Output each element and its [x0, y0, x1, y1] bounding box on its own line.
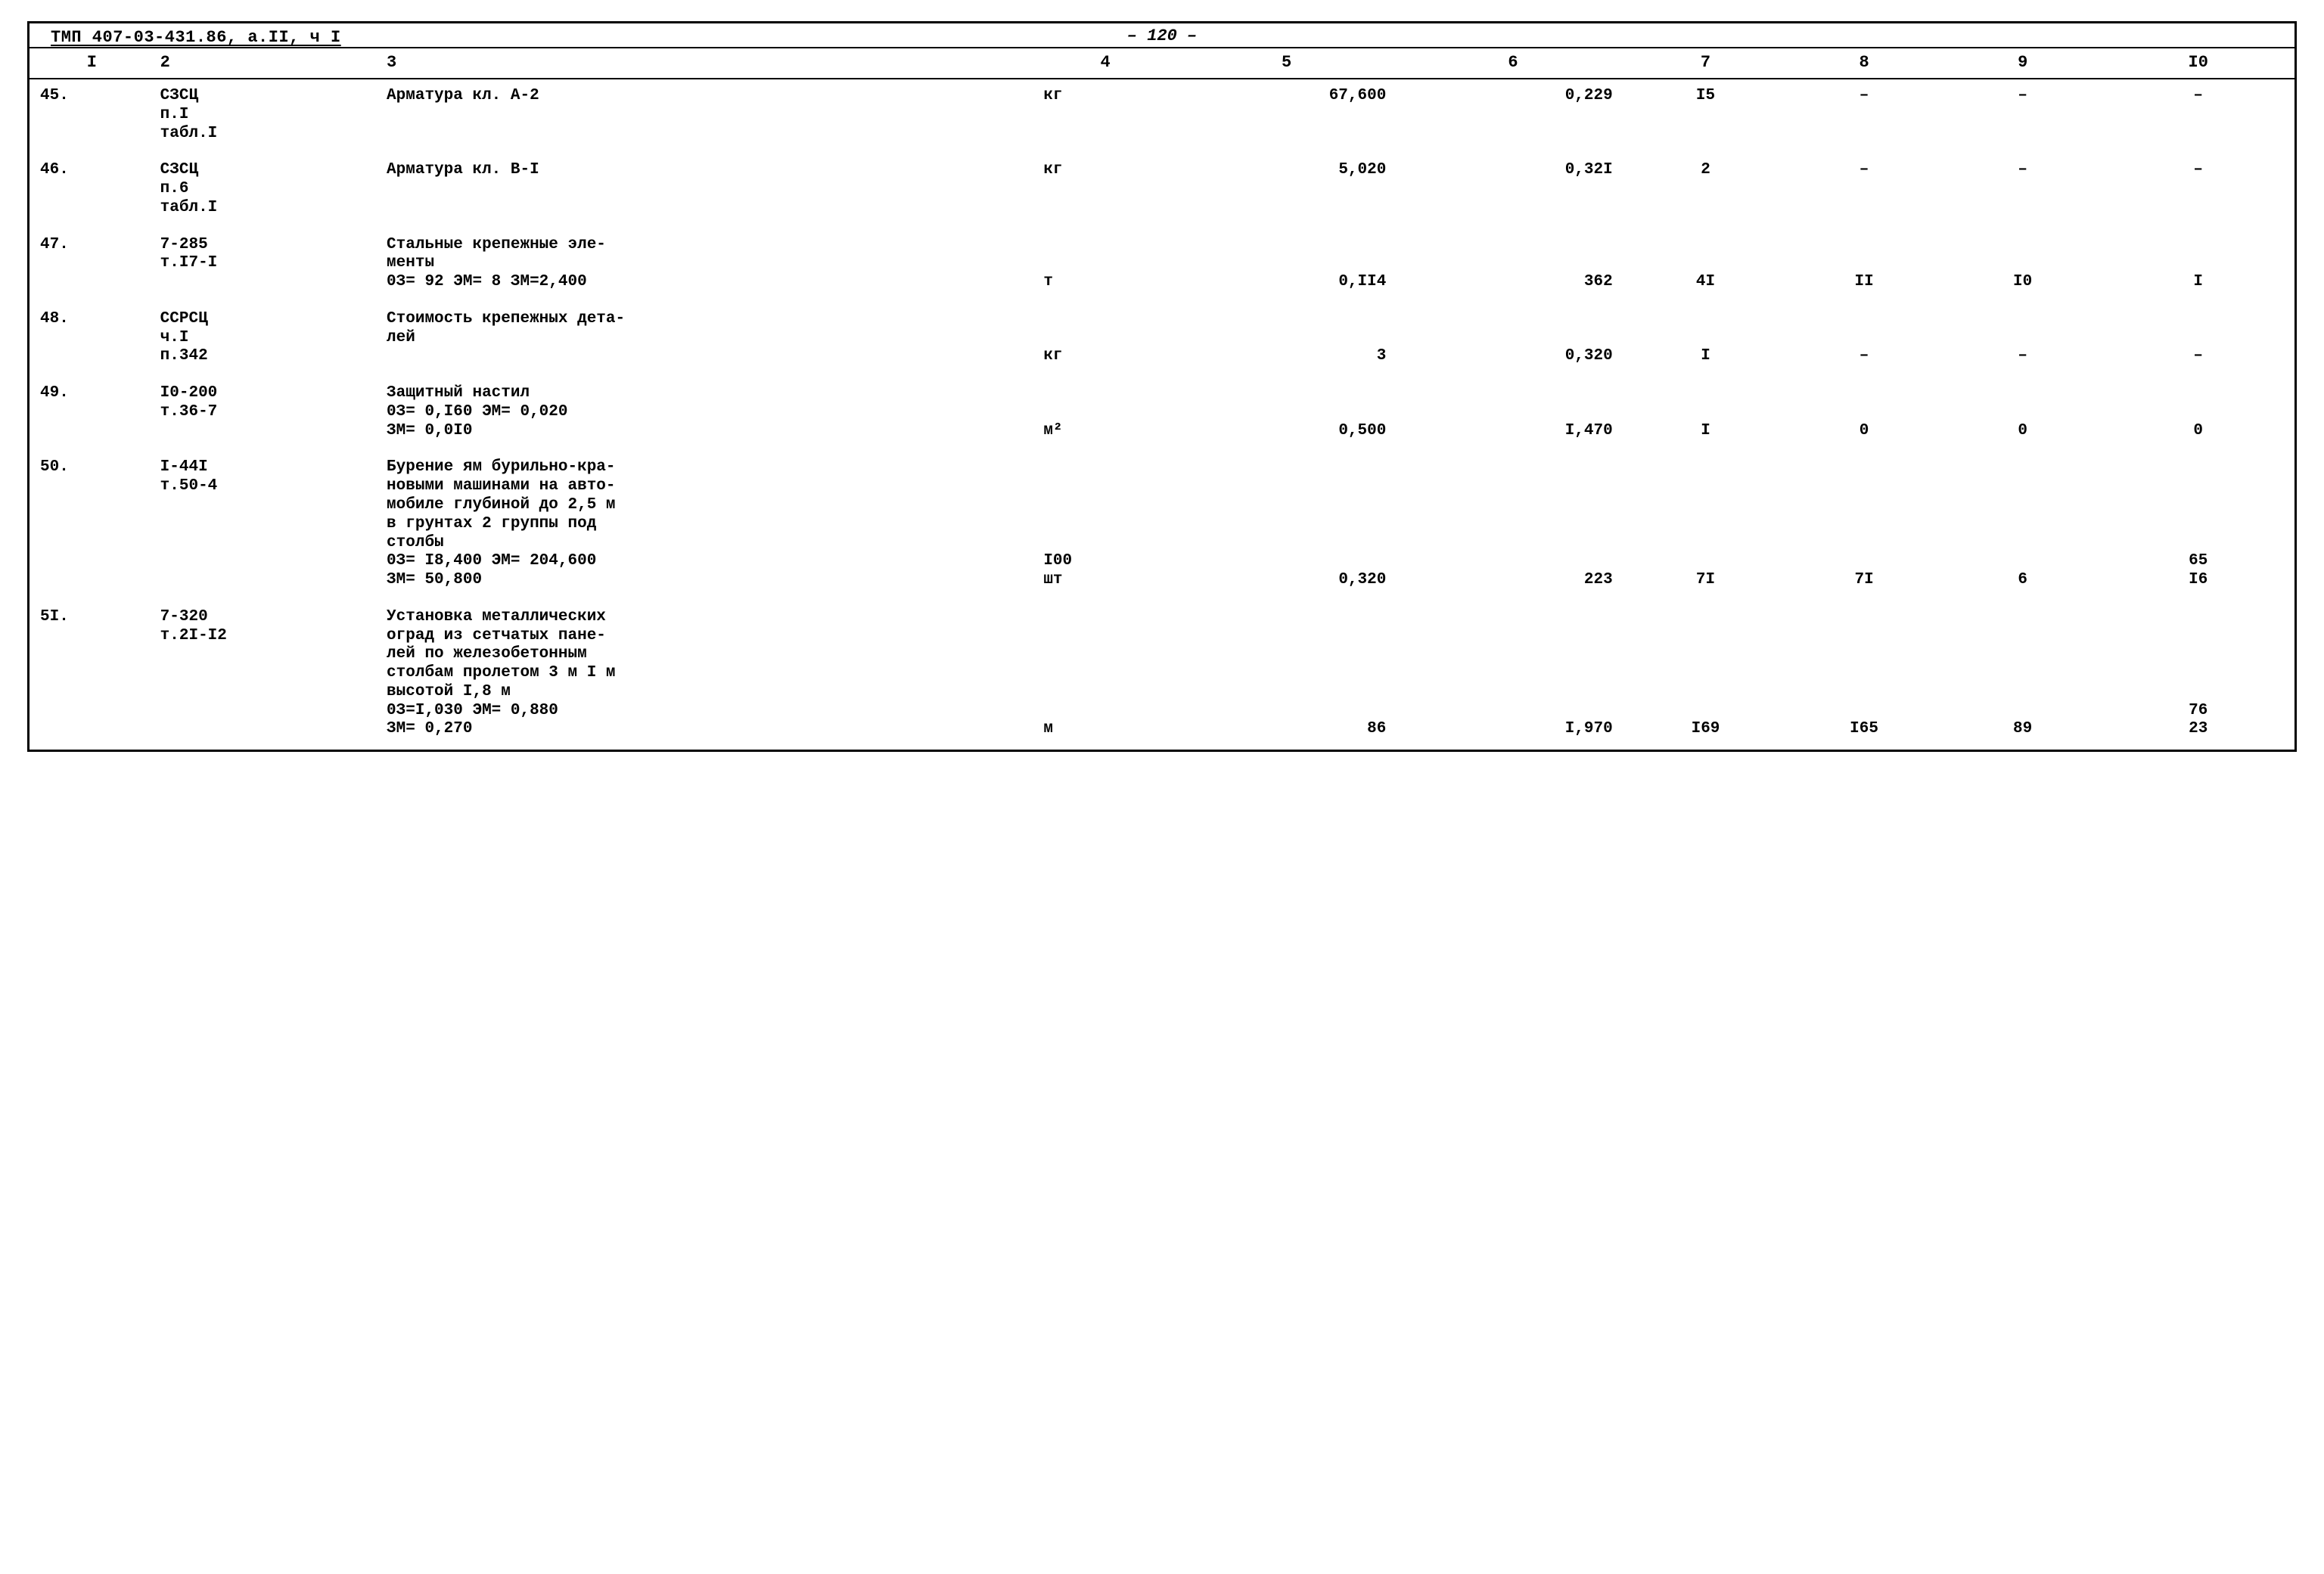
row-c8: –: [1785, 79, 1943, 154]
col-header-5: 5: [1173, 48, 1400, 79]
row-index: 48.: [30, 303, 154, 377]
row-c6: I,470: [1400, 377, 1626, 451]
row-ref: 7-320 т.2I-I2: [154, 601, 381, 750]
row-c9: I0: [1943, 228, 2102, 303]
row-ref: СЗСЦ п.6 табл.I: [154, 154, 381, 228]
page-frame: ТМП 407-03-431.86, а.II, ч I – 120 – I 2…: [27, 21, 2297, 752]
table-header-row: I 2 3 4 5 6 7 8 9 I0: [30, 48, 2294, 79]
col-header-1: I: [30, 48, 154, 79]
col-header-3: 3: [381, 48, 1037, 79]
col-header-9: 9: [1943, 48, 2102, 79]
table-row: 5I.7-320 т.2I-I2Установка металлических …: [30, 601, 2294, 750]
row-c7: 2: [1626, 154, 1785, 228]
row-c5: 67,600: [1173, 79, 1400, 154]
row-ref: ССРСЦ ч.I п.342: [154, 303, 381, 377]
row-c6: I,970: [1400, 601, 1626, 750]
estimate-table: I 2 3 4 5 6 7 8 9 I0 45.СЗСЦ п.I табл.IА…: [30, 48, 2294, 750]
row-c6: 0,320: [1400, 303, 1626, 377]
row-c6: 223: [1400, 451, 1626, 600]
row-desc: Арматура кл. А-2: [381, 79, 1037, 154]
row-c10: –: [2102, 154, 2294, 228]
col-header-8: 8: [1785, 48, 1943, 79]
table-body: 45.СЗСЦ п.I табл.IАрматура кл. А-2кг67,6…: [30, 79, 2294, 750]
row-index: 5I.: [30, 601, 154, 750]
table-row: 45.СЗСЦ п.I табл.IАрматура кл. А-2кг67,6…: [30, 79, 2294, 154]
row-unit: кг: [1037, 154, 1173, 228]
col-header-7: 7: [1626, 48, 1785, 79]
table-row: 46.СЗСЦ п.6 табл.IАрматура кл. В-Iкг5,02…: [30, 154, 2294, 228]
row-ref: I0-200 т.36-7: [154, 377, 381, 451]
title-bar: ТМП 407-03-431.86, а.II, ч I – 120 –: [30, 23, 2294, 48]
table-row: 48.ССРСЦ ч.I п.342Стоимость крепежных де…: [30, 303, 2294, 377]
row-desc: Установка металлических оград из сетчаты…: [381, 601, 1037, 750]
row-c8: –: [1785, 303, 1943, 377]
row-c9: –: [1943, 154, 2102, 228]
row-c5: 5,020: [1173, 154, 1400, 228]
row-c5: 0,500: [1173, 377, 1400, 451]
row-ref: 7-285 т.I7-I: [154, 228, 381, 303]
row-index: 50.: [30, 451, 154, 600]
row-index: 47.: [30, 228, 154, 303]
row-c8: –: [1785, 154, 1943, 228]
row-desc: Стальные крепежные эле- менты 0З= 92 ЭМ=…: [381, 228, 1037, 303]
row-desc: Защитный настил 0З= 0,I60 ЭМ= 0,020 ЗМ= …: [381, 377, 1037, 451]
row-c7: I: [1626, 303, 1785, 377]
row-c5: 0,320: [1173, 451, 1400, 600]
row-ref: I-44I т.50-4: [154, 451, 381, 600]
row-c9: 6: [1943, 451, 2102, 600]
row-unit: т: [1037, 228, 1173, 303]
row-c6: 0,229: [1400, 79, 1626, 154]
row-c8: I65: [1785, 601, 1943, 750]
row-c9: 89: [1943, 601, 2102, 750]
row-desc: Арматура кл. В-I: [381, 154, 1037, 228]
table-row: 50.I-44I т.50-4Бурение ям бурильно-кра- …: [30, 451, 2294, 600]
col-header-4: 4: [1037, 48, 1173, 79]
row-c7: 4I: [1626, 228, 1785, 303]
row-c10: –: [2102, 79, 2294, 154]
row-c7: 7I: [1626, 451, 1785, 600]
row-ref: СЗСЦ п.I табл.I: [154, 79, 381, 154]
row-unit: I00 шт: [1037, 451, 1173, 600]
col-header-10: I0: [2102, 48, 2294, 79]
row-c8: 7I: [1785, 451, 1943, 600]
row-c5: 0,II4: [1173, 228, 1400, 303]
row-c10: –: [2102, 303, 2294, 377]
row-c9: –: [1943, 303, 2102, 377]
row-index: 46.: [30, 154, 154, 228]
row-c9: –: [1943, 79, 2102, 154]
row-desc: Стоимость крепежных дета- лей: [381, 303, 1037, 377]
table-row: 49.I0-200 т.36-7Защитный настил 0З= 0,I6…: [30, 377, 2294, 451]
row-c7: I69: [1626, 601, 1785, 750]
row-index: 45.: [30, 79, 154, 154]
row-c10: 0: [2102, 377, 2294, 451]
row-c8: II: [1785, 228, 1943, 303]
row-c7: I5: [1626, 79, 1785, 154]
row-unit: м: [1037, 601, 1173, 750]
col-header-6: 6: [1400, 48, 1626, 79]
page-number: – 120 –: [1127, 26, 1197, 45]
row-c8: 0: [1785, 377, 1943, 451]
row-c9: 0: [1943, 377, 2102, 451]
row-c10: I: [2102, 228, 2294, 303]
row-c6: 0,32I: [1400, 154, 1626, 228]
row-c10: 76 23: [2102, 601, 2294, 750]
row-c7: I: [1626, 377, 1785, 451]
row-unit: м²: [1037, 377, 1173, 451]
doc-code: ТМП 407-03-431.86, а.II, ч I: [51, 28, 341, 47]
row-desc: Бурение ям бурильно-кра- новыми машинами…: [381, 451, 1037, 600]
row-c5: 3: [1173, 303, 1400, 377]
row-c6: 362: [1400, 228, 1626, 303]
table-row: 47.7-285 т.I7-IСтальные крепежные эле- м…: [30, 228, 2294, 303]
row-c5: 86: [1173, 601, 1400, 750]
col-header-2: 2: [154, 48, 381, 79]
row-unit: кг: [1037, 79, 1173, 154]
row-index: 49.: [30, 377, 154, 451]
row-unit: кг: [1037, 303, 1173, 377]
row-c10: 65 I6: [2102, 451, 2294, 600]
